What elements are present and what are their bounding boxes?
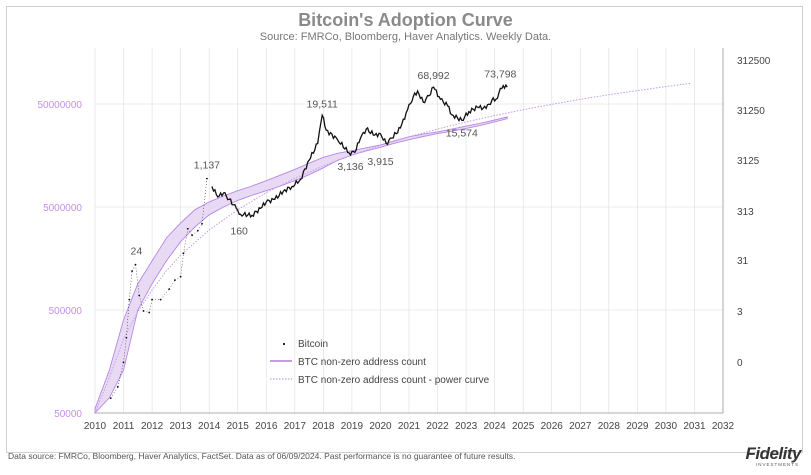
price-annotation: 68,992: [417, 70, 449, 82]
bitcoin-price-point: [182, 252, 185, 255]
chart-subtitle: Source: FMRCo, Bloomberg, Haver Analytic…: [259, 31, 552, 43]
x-tick-label: 2016: [255, 421, 278, 432]
logo-text: Fidelity: [745, 444, 801, 463]
right-tick-label: 0: [737, 358, 743, 369]
x-tick-label: 2014: [198, 421, 221, 432]
bitcoin-price-dots: [148, 299, 153, 313]
bitcoin-price-point: [206, 177, 208, 180]
right-tick-label: 313: [737, 207, 754, 218]
bitcoin-price-dots: [131, 264, 136, 272]
left-tick-label: 500000: [49, 306, 83, 317]
right-tick-label: 3125: [737, 156, 760, 167]
right-tick-label: 3: [737, 307, 743, 318]
right-tick-label: 31250: [737, 106, 765, 117]
bitcoin-price-dots: [126, 299, 130, 338]
legend-label: BTC non-zero address count - power curve: [298, 375, 490, 386]
bitcoin-price-point: [138, 294, 141, 297]
x-tick-label: 2011: [113, 421, 135, 432]
price-annotation: 3,136: [337, 161, 363, 173]
price-annotation: 1,137: [194, 160, 220, 172]
chart-title: Bitcoin's Adoption Curve: [298, 10, 513, 30]
right-tick-label: 312500: [737, 56, 771, 67]
x-tick-label: 2026: [541, 421, 564, 432]
x-tick-label: 2029: [626, 421, 649, 432]
left-tick-label: 5000000: [43, 203, 82, 214]
x-tick-label: 2031: [683, 421, 706, 432]
x-tick-label: 2023: [455, 421, 478, 432]
x-tick-label: 2018: [312, 421, 335, 432]
price-annotation: 19,511: [307, 98, 338, 110]
x-tick-label: 2032: [712, 421, 735, 432]
legend: Bitcoin BTC non-zero address count BTC non…: [270, 339, 490, 386]
legend-label: BTC non-zero address count: [298, 357, 426, 368]
price-annotation: 24: [131, 246, 143, 258]
x-tick-label: 2028: [598, 421, 621, 432]
footer-note: Data source: FMRCo, Bloomberg, Haver Ana…: [8, 451, 516, 461]
bitcoin-price-dots: [187, 228, 193, 236]
bitcoin-price-line: [109, 83, 508, 400]
bitcoin-price-dots: [123, 337, 127, 363]
x-tick-label: 2022: [426, 421, 449, 432]
chart-frame: [6, 6, 803, 453]
annotations: 24 1,137 160 19,511 3,136 3,915 68,992 15,574 73…: [131, 69, 517, 258]
legend-marker-bitcoin: [282, 342, 286, 346]
power-curve-line: [94, 82, 692, 414]
bitcoin-price-point: [142, 310, 145, 312]
bitcoin-price-point: [201, 222, 203, 225]
x-tick-label: 2027: [569, 421, 592, 432]
axes: 2010 2011 2012 2013 2014 2015 2016 2017 2018 2019…: [38, 48, 771, 432]
address-count-band: [94, 116, 508, 415]
x-tick-label: 2021: [398, 421, 421, 432]
right-tick-label: 31: [737, 256, 749, 267]
bitcoin-price-dots: [169, 279, 176, 290]
bitcoin-price-dots: [183, 228, 189, 254]
logo-subtext: INVESTMENTS: [755, 462, 799, 467]
bitcoin-price-dots: [110, 386, 119, 399]
bitcoin-price-dots: [180, 253, 184, 277]
bitcoin-price-path: [211, 83, 508, 219]
x-tick-label: 2012: [141, 421, 164, 432]
x-tick-label: 2015: [227, 421, 250, 432]
bitcoin-price-dots: [135, 264, 140, 296]
x-tick-label: 2020: [369, 421, 392, 432]
bitcoin-price-dots: [197, 223, 203, 231]
price-annotation: 73,798: [484, 69, 516, 81]
power-curve-path: [94, 82, 692, 414]
x-tick-label: 2024: [484, 421, 507, 432]
x-tick-label: 2025: [512, 421, 535, 432]
x-tick-label: 2017: [284, 421, 307, 432]
x-tick-label: 2019: [341, 421, 364, 432]
bitcoin-price-dots: [143, 310, 150, 313]
bitcoin-price-dots: [160, 288, 170, 300]
fidelity-logo: Fidelity INVESTMENTS: [745, 444, 801, 467]
x-tick-label: 2013: [170, 421, 193, 432]
x-tick-label: 2010: [84, 421, 107, 432]
bitcoin-price-point: [131, 270, 134, 272]
left-tick-label: 50000000: [38, 100, 83, 111]
bitcoin-price-dots: [117, 362, 124, 387]
bitcoin-price-dots: [129, 271, 133, 300]
left-tick-label: 50000: [54, 409, 82, 420]
price-annotation: 3,915: [367, 156, 393, 168]
x-tick-label: 2030: [655, 421, 678, 432]
legend-label: Bitcoin: [298, 339, 328, 350]
price-annotation: 160: [230, 225, 248, 237]
price-annotation: 15,574: [446, 127, 478, 139]
address-count-area: [94, 116, 508, 415]
bitcoin-price-dots: [191, 230, 198, 236]
bitcoin-price-dots: [174, 276, 181, 281]
